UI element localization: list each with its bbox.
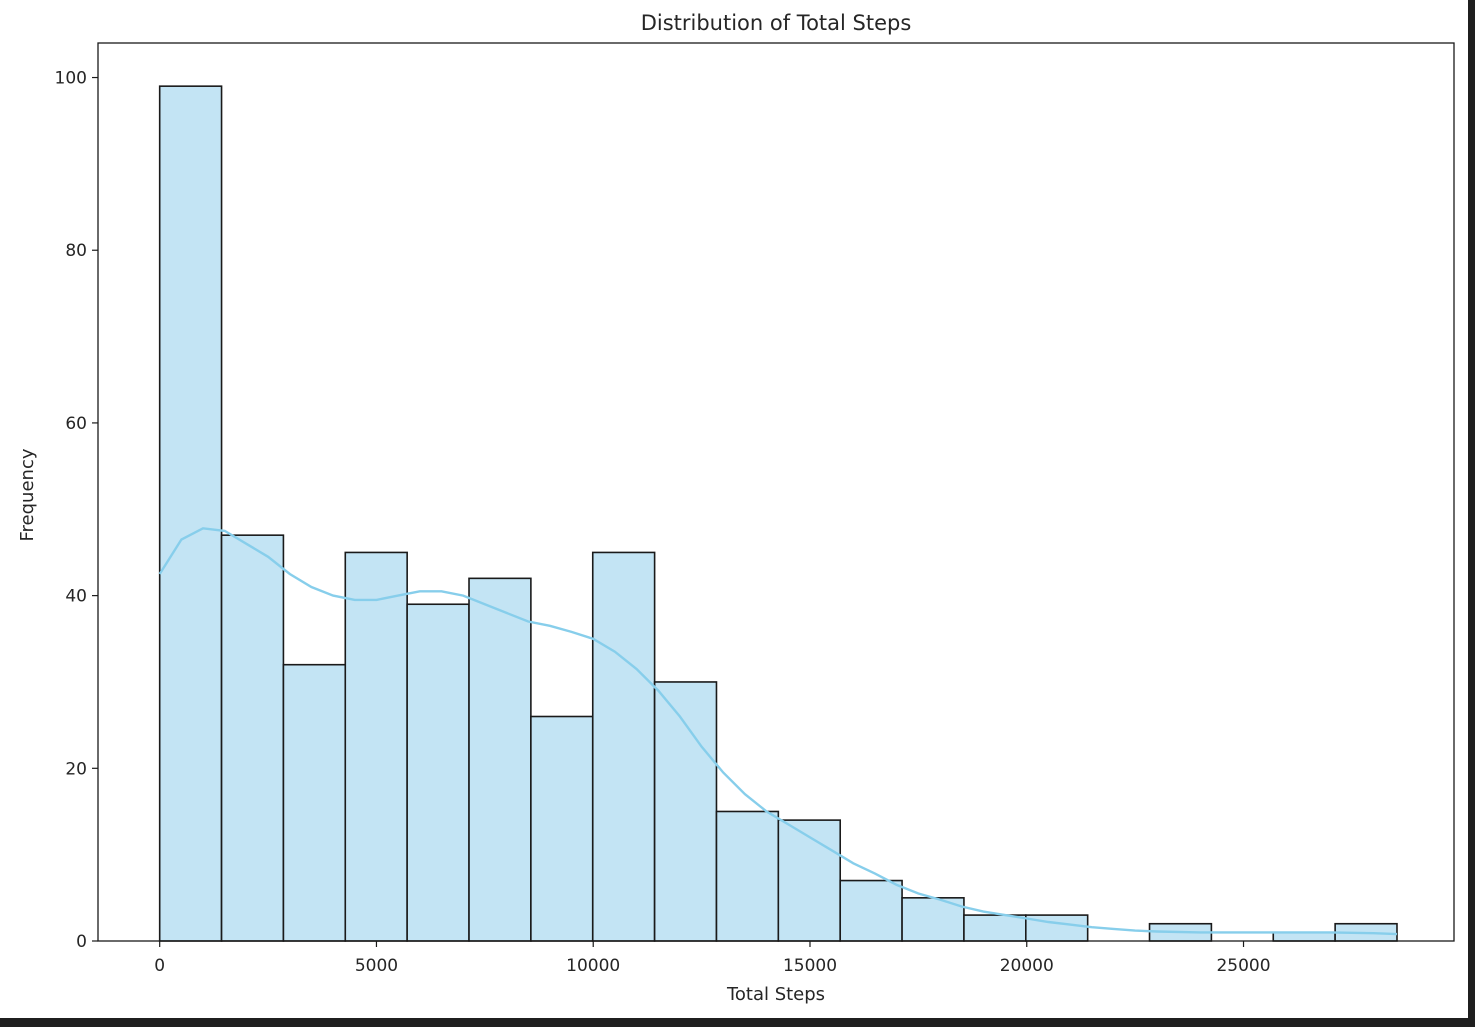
bar-5 [468, 577, 532, 942]
plot-frame [97, 42, 1455, 942]
bar-1 [220, 534, 285, 942]
x-tick-label-2: 10000 [566, 956, 620, 976]
chart-title: Distribution of Total Steps [641, 11, 912, 35]
y-tick-label-2: 40 [65, 587, 87, 607]
x-tick-label-0: 0 [154, 956, 165, 976]
y-tick-label-5: 100 [55, 69, 87, 89]
x-tick-label-5: 25000 [1216, 956, 1270, 976]
bar-2 [282, 663, 347, 942]
kde-layer [158, 527, 1398, 936]
y-tick-label-3: 60 [65, 414, 87, 434]
y-axis: 0 20 40 60 80 100 [55, 69, 98, 952]
x-axis-title: Total Steps [726, 984, 825, 1005]
y-axis-title: Frequency [17, 448, 38, 541]
bar-13 [963, 914, 1027, 942]
x-tick-label-3: 15000 [783, 956, 837, 976]
bars-layer [158, 85, 1398, 942]
y-tick-label-1: 20 [65, 759, 87, 779]
bar-7 [591, 551, 656, 942]
bar-8 [653, 681, 718, 942]
bar-10 [777, 819, 842, 942]
bar-0 [158, 85, 223, 942]
y-tick-label-0: 0 [76, 932, 87, 952]
y-tick-label-4: 80 [65, 241, 87, 261]
kde-line [158, 527, 1398, 936]
bar-11 [839, 879, 903, 942]
bar-6 [530, 715, 594, 942]
bar-9 [715, 810, 780, 942]
x-axis: 0 5000 10000 15000 20000 25000 [154, 941, 1271, 976]
x-tick-label-4: 20000 [1000, 956, 1054, 976]
bar-18 [1272, 931, 1336, 942]
bar-4 [406, 603, 470, 942]
bar-3 [344, 551, 408, 942]
x-tick-label-1: 5000 [355, 956, 398, 976]
